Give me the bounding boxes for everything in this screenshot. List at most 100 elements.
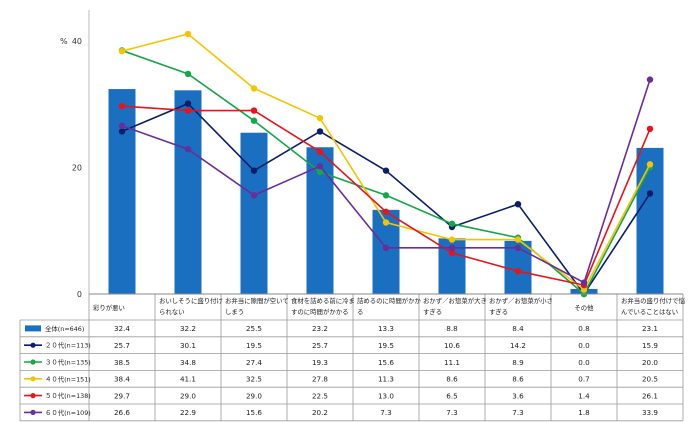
series-point: [250, 192, 258, 199]
table-value: 15.6: [378, 358, 394, 367]
legend-label: ４０代(n=151): [45, 374, 91, 383]
series-point: [184, 145, 192, 153]
series-point: [382, 192, 390, 199]
table-value: 23.2: [312, 324, 328, 333]
table-value: 20.0: [642, 358, 658, 367]
legend-swatch: [25, 325, 41, 332]
table-value: 13.0: [378, 391, 394, 400]
table-value: 8.8: [446, 324, 458, 333]
table-value: 1.4: [578, 391, 590, 400]
table-value: 14.2: [510, 341, 526, 350]
series-point: [118, 102, 126, 110]
bar: [636, 147, 664, 294]
series-point: [184, 100, 192, 107]
category-label: しまう: [225, 308, 244, 316]
category-label: お弁当に隙間が空いて: [225, 296, 289, 305]
series-point: [118, 128, 126, 135]
series-point: [646, 190, 654, 197]
table-value: 29.0: [246, 391, 262, 400]
series-point: [118, 47, 126, 55]
series-point: [514, 236, 522, 243]
series-point: [514, 200, 522, 208]
legend-label: ５０代(n=138): [45, 391, 91, 400]
category-label: おかず／お惣菜が小さ: [489, 296, 553, 305]
series-point: [448, 249, 456, 257]
series-point: [646, 125, 654, 133]
series-point: [250, 85, 258, 92]
series-point: [514, 244, 522, 252]
legend-swatch: [30, 376, 36, 382]
table-value: 38.4: [114, 375, 130, 384]
legend-swatch: [30, 359, 36, 365]
table-value: 8.9: [512, 358, 524, 367]
category-label: すぎる: [489, 307, 508, 316]
bar: [240, 132, 268, 294]
table-value: 32.5: [246, 375, 262, 384]
series-point: [316, 163, 324, 170]
table-value: 23.1: [642, 324, 658, 333]
table-value: 25.7: [312, 341, 328, 350]
category-label: すのに時間がかかる: [291, 307, 349, 316]
series-point: [250, 107, 258, 114]
table-value: 19.3: [312, 358, 328, 367]
series-point: [514, 268, 522, 275]
category-label: おかず／お惣菜が大き: [423, 296, 487, 305]
table-value: 32.4: [114, 324, 130, 333]
category-label: られない: [159, 308, 185, 316]
series-point: [580, 286, 588, 293]
category-label: 詰めるのに時間がかか: [357, 296, 422, 305]
series-point: [250, 167, 258, 174]
bar-series: [108, 89, 664, 295]
table-value: 7.3: [512, 408, 523, 417]
bar: [174, 90, 202, 295]
series-point: [448, 236, 456, 243]
y-axis-unit-label: %: [60, 37, 68, 46]
category-label: お弁当の盛り付けで悩: [621, 296, 686, 305]
table-value: 19.5: [246, 341, 262, 350]
table-value: 0.0: [578, 341, 590, 350]
legend-label: ３０代(n=135): [45, 358, 91, 367]
table-value: 8.6: [446, 375, 458, 384]
table-value: 20.2: [312, 408, 328, 417]
table-value: 8.4: [512, 324, 524, 333]
y-tick-label: 20: [72, 164, 82, 173]
category-label: 彩りが悪い: [93, 303, 125, 312]
series-point: [316, 168, 324, 176]
table-value: 27.4: [246, 358, 262, 367]
legend-label: ６０代(n=109): [45, 408, 91, 417]
table-value: 11.3: [378, 375, 394, 384]
series-point: [316, 128, 324, 135]
table-value: 38.5: [114, 358, 130, 367]
legend-swatch: [30, 342, 36, 348]
table-value: 11.1: [444, 358, 460, 367]
series-point: [184, 107, 192, 114]
category-label: おいしそうに盛り付け: [159, 296, 223, 305]
table-value: 13.3: [378, 324, 394, 333]
category-label: すぎる: [423, 307, 442, 316]
series-point: [448, 220, 456, 227]
y-tick-label: 40: [72, 37, 82, 46]
table-value: 15.6: [246, 408, 262, 417]
series-point: [580, 279, 588, 286]
table-value: 26.1: [642, 391, 658, 400]
table-value: 3.6: [512, 391, 524, 400]
series-point: [316, 114, 324, 122]
table-value: 7.3: [446, 408, 457, 417]
table-value: 22.5: [312, 391, 328, 400]
table-value: 10.6: [444, 341, 460, 350]
table-value: 7.3: [380, 408, 391, 417]
series-point: [382, 167, 390, 174]
line-series: [118, 30, 654, 298]
table-value: 0.7: [578, 375, 589, 384]
series-point: [184, 30, 192, 38]
series-point: [448, 244, 456, 252]
table-value: 20.5: [642, 375, 658, 384]
table-value: 29.7: [114, 391, 130, 400]
series-point: [646, 76, 654, 83]
series-point: [316, 148, 324, 155]
series-point: [382, 208, 390, 215]
table-value: 34.8: [180, 358, 196, 367]
legend-swatch: [30, 409, 36, 415]
